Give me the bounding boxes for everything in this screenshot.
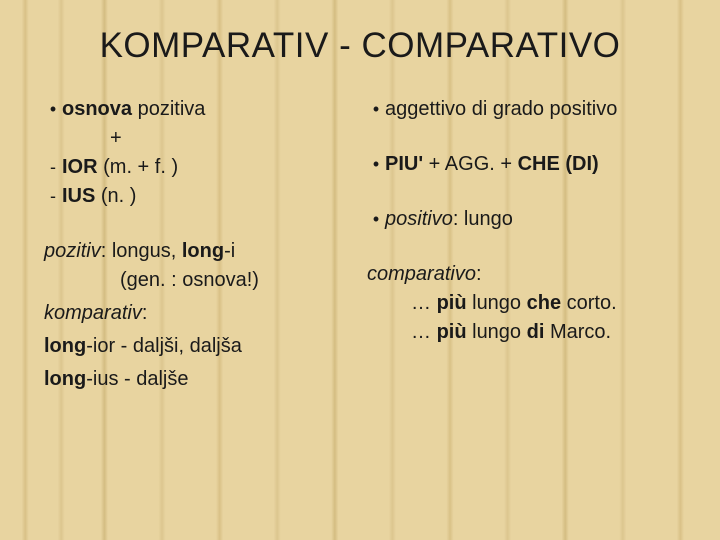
text-span: -ius - daljše: [86, 368, 188, 390]
spacer: [367, 235, 676, 261]
text-span: :: [142, 302, 148, 324]
text-span: pozitiva: [132, 98, 205, 120]
text-span: (m. + f. ): [98, 156, 179, 178]
text: IOR (m. + f. ): [62, 154, 353, 181]
text: aggettivo di grado positivo: [385, 96, 676, 123]
text-bold: PIU': [385, 153, 423, 175]
text-span: Marco.: [544, 321, 611, 343]
text-italic: komparativ: [44, 302, 142, 324]
left-line-longius: long-ius - daljše: [44, 366, 353, 393]
slide-title: KOMPARATIV - COMPARATIVO: [44, 26, 676, 66]
text-italic: positivo: [385, 208, 453, 230]
left-plus: +: [110, 125, 353, 152]
left-line-2: - IOR (m. + f. ): [44, 154, 353, 181]
bullet-dot-icon: •: [367, 206, 385, 233]
spacer: [367, 180, 676, 206]
slide: KOMPARATIV - COMPARATIVO • osnova poziti…: [0, 0, 720, 540]
text-span: :: [476, 263, 482, 285]
text-bold: di: [527, 321, 545, 343]
text-bold: long: [182, 240, 224, 262]
text: positivo: lungo: [385, 206, 676, 233]
text-bold: IUS: [62, 185, 95, 207]
text-span: lungo: [467, 292, 527, 314]
bullet-dash-icon: -: [44, 183, 62, 210]
right-line-di: … più lungo di Marco.: [411, 319, 676, 346]
left-line-komparativ: komparativ:: [44, 300, 353, 327]
left-line-3: - IUS (n. ): [44, 183, 353, 210]
spacer: [367, 125, 676, 151]
text-bold: long: [44, 368, 86, 390]
text-span: -i: [224, 240, 235, 262]
text-bold: IOR: [62, 156, 98, 178]
left-line-longior: long-ior - daljši, daljša: [44, 333, 353, 360]
right-line-comparativo: comparativo:: [367, 261, 676, 288]
text-bold: che: [527, 292, 561, 314]
text-span: -ior - daljši, daljša: [86, 335, 242, 357]
text-italic: pozitiv: [44, 240, 101, 262]
text-bold: osnova: [62, 98, 132, 120]
content-columns: • osnova pozitiva + - IOR (m. + f. ) - I…: [44, 96, 676, 395]
text: PIU' + AGG. + CHE (DI): [385, 151, 676, 178]
left-column: • osnova pozitiva + - IOR (m. + f. ) - I…: [44, 96, 363, 395]
spacer: [44, 212, 353, 238]
right-line-2: • PIU' + AGG. + CHE (DI): [367, 151, 676, 178]
text-span: : longus,: [101, 240, 182, 262]
right-column: • aggettivo di grado positivo • PIU' + A…: [363, 96, 676, 395]
text-span: : lungo: [453, 208, 513, 230]
left-line-1: • osnova pozitiva: [44, 96, 353, 123]
text-bold: più: [437, 292, 467, 314]
bullet-dot-icon: •: [367, 151, 385, 178]
text-bold: long: [44, 335, 86, 357]
text: osnova pozitiva: [62, 96, 353, 123]
text: IUS (n. ): [62, 183, 353, 210]
text-span: …: [411, 292, 437, 314]
text-span: (n. ): [95, 185, 136, 207]
text-bold: CHE (DI): [518, 153, 599, 175]
right-line-1: • aggettivo di grado positivo: [367, 96, 676, 123]
bullet-dot-icon: •: [367, 96, 385, 123]
text-italic: comparativo: [367, 263, 476, 285]
left-line-gen: (gen. : osnova!): [120, 267, 353, 294]
text-span: …: [411, 321, 437, 343]
text-span: + AGG. +: [423, 153, 518, 175]
text-bold: più: [437, 321, 467, 343]
text-span: corto.: [561, 292, 617, 314]
bullet-dash-icon: -: [44, 154, 62, 181]
text-span: lungo: [467, 321, 527, 343]
left-line-pozitiv: pozitiv: longus, long-i: [44, 238, 353, 265]
right-line-3: • positivo: lungo: [367, 206, 676, 233]
right-line-che: … più lungo che corto.: [411, 290, 676, 317]
bullet-dot-icon: •: [44, 96, 62, 123]
